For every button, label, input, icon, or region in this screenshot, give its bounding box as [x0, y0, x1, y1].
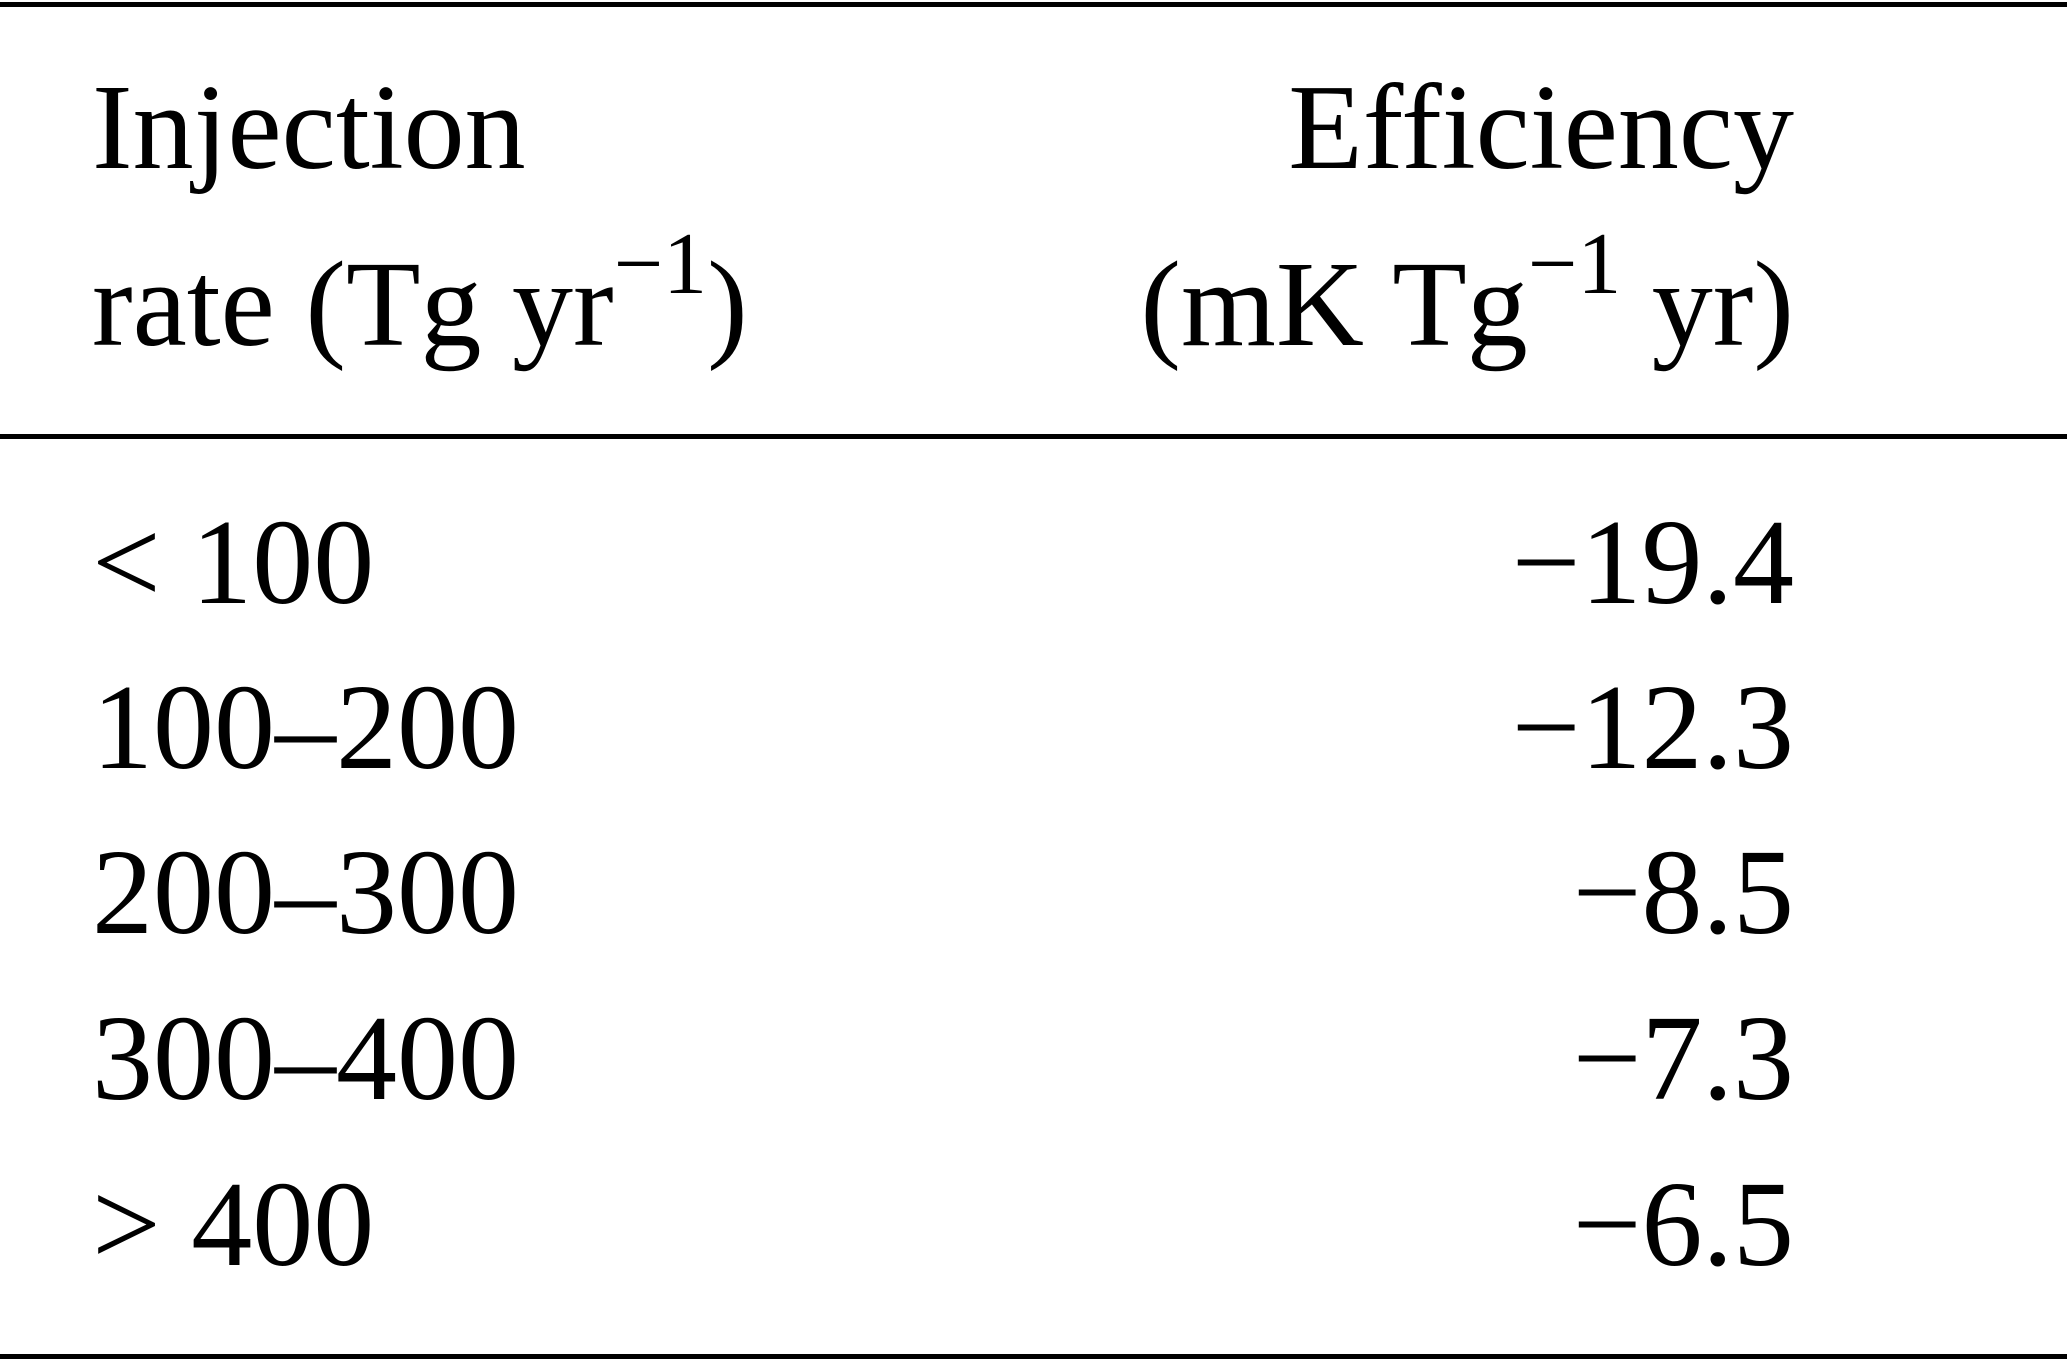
efficiency-cell: −12.3: [1511, 660, 1794, 795]
header-efficiency-line1: Efficiency: [1288, 60, 1794, 195]
header-rule: [0, 434, 2067, 439]
rate-cell: < 100: [92, 495, 375, 630]
efficiency-cell: −19.4: [1511, 495, 1794, 630]
rate-cell: > 400: [92, 1157, 375, 1292]
top-rule: [0, 2, 2067, 7]
efficiency-cell: −6.5: [1572, 1157, 1794, 1292]
bottom-rule: [0, 1354, 2067, 1359]
header-injection-line1: Injection: [92, 60, 526, 195]
rate-cell: 200–300: [92, 825, 519, 960]
efficiency-cell: −8.5: [1572, 825, 1794, 960]
rate-cell: 100–200: [92, 660, 519, 795]
rate-cell: 300–400: [92, 991, 519, 1126]
header-injection-line2: rate (Tg yr−1): [92, 215, 748, 372]
efficiency-cell: −7.3: [1572, 991, 1794, 1126]
header-efficiency-line2: (mK Tg−1 yr): [1140, 215, 1794, 372]
